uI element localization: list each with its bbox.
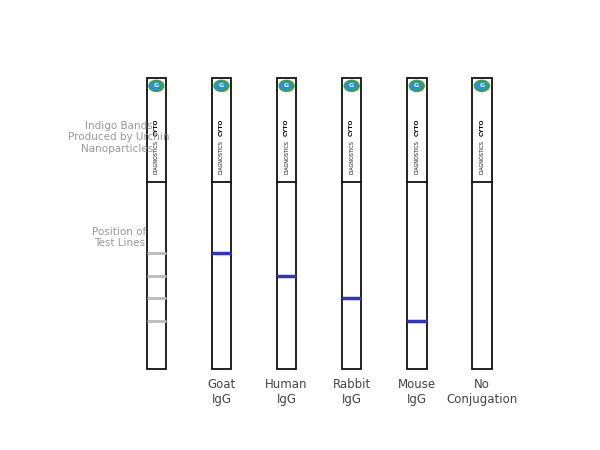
Text: G: G: [414, 83, 419, 88]
Text: Goat
IgG: Goat IgG: [208, 378, 236, 406]
Text: CYTO: CYTO: [349, 118, 354, 136]
Text: DIAGNOSTICS: DIAGNOSTICS: [479, 140, 484, 174]
Text: G: G: [349, 83, 354, 88]
Circle shape: [215, 82, 226, 90]
Text: G: G: [154, 83, 159, 88]
Bar: [407, 78, 427, 369]
Text: Rabbit
IgG: Rabbit IgG: [332, 378, 371, 406]
Circle shape: [151, 82, 161, 90]
Bar: [472, 78, 491, 369]
Circle shape: [149, 81, 164, 91]
Text: Human
IgG: Human IgG: [265, 378, 308, 406]
Text: CYTO: CYTO: [414, 118, 419, 136]
Text: CYTO: CYTO: [479, 118, 484, 136]
Bar: [212, 78, 231, 369]
Bar: [342, 78, 361, 369]
Text: G: G: [284, 83, 289, 88]
Circle shape: [346, 82, 356, 90]
Text: DIAGNOSTICS: DIAGNOSTICS: [219, 140, 224, 174]
Text: CYTO: CYTO: [219, 118, 224, 136]
Text: CYTO: CYTO: [284, 118, 289, 136]
Text: DIAGNOSTICS: DIAGNOSTICS: [284, 140, 289, 174]
Text: Indigo Bands
Produced by Urchin
Nanoparticles.: Indigo Bands Produced by Urchin Nanopart…: [68, 121, 170, 154]
Text: Position of
Test Lines: Position of Test Lines: [92, 227, 146, 248]
Bar: [146, 78, 166, 369]
Text: DIAGNOSTICS: DIAGNOSTICS: [349, 140, 354, 174]
Circle shape: [214, 81, 229, 91]
Text: CYTO: CYTO: [154, 118, 159, 136]
Circle shape: [344, 81, 359, 91]
Text: Mouse
IgG: Mouse IgG: [398, 378, 436, 406]
Bar: [277, 78, 296, 369]
Text: DIAGNOSTICS: DIAGNOSTICS: [154, 140, 159, 174]
Text: No
Conjugation: No Conjugation: [446, 378, 517, 406]
Circle shape: [279, 81, 294, 91]
Circle shape: [281, 82, 292, 90]
Circle shape: [475, 81, 490, 91]
Text: G: G: [479, 83, 484, 88]
Circle shape: [411, 82, 422, 90]
Text: G: G: [219, 83, 224, 88]
Circle shape: [409, 81, 424, 91]
Text: DIAGNOSTICS: DIAGNOSTICS: [414, 140, 419, 174]
Circle shape: [476, 82, 487, 90]
